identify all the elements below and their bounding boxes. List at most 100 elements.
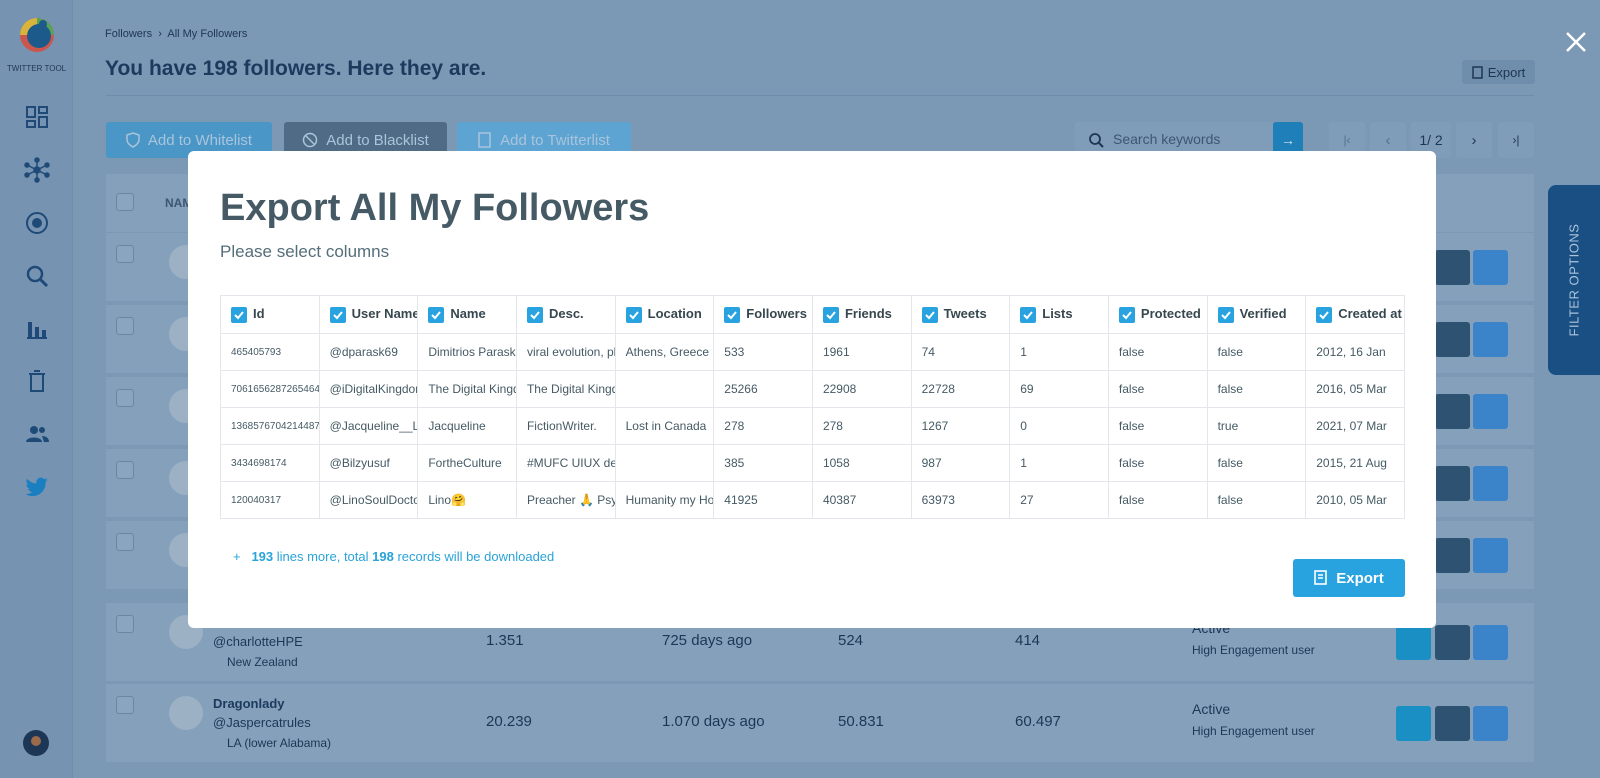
column-header: Id: [220, 295, 320, 334]
breadcrumb-item: All My Followers: [167, 28, 248, 40]
blacklist-action[interactable]: [1435, 322, 1470, 357]
preview-cell: 69: [1009, 370, 1109, 408]
checkbox[interactable]: [625, 306, 642, 323]
friends-value: 50.831: [838, 713, 884, 730]
stats-icon[interactable]: [24, 316, 50, 342]
checkbox[interactable]: [329, 306, 346, 323]
checkbox[interactable]: [428, 306, 445, 323]
user-location: New Zealand: [227, 655, 298, 669]
close-button[interactable]: [1565, 31, 1587, 53]
checkbox[interactable]: [526, 306, 543, 323]
column-header: Verified: [1206, 295, 1307, 334]
checkbox[interactable]: [921, 306, 938, 323]
link-action[interactable]: [1473, 322, 1508, 357]
preview-cell: viral evolution, pl: [515, 333, 616, 371]
link-action[interactable]: [1473, 706, 1508, 741]
preview-cell: Dimitrios Paraske: [417, 333, 517, 371]
column-label: Verified: [1239, 306, 1287, 322]
preview-cell: The Digital Kingd: [515, 370, 616, 408]
search-icon[interactable]: [24, 263, 50, 289]
checkbox[interactable]: [724, 306, 741, 323]
friends-value: 524: [838, 632, 864, 649]
breadcrumb-item[interactable]: Followers: [105, 28, 153, 40]
column-header: Desc.: [515, 295, 616, 334]
dashboard-icon[interactable]: [24, 104, 50, 130]
footer-note: + 193 lines more, total 198 records will…: [233, 549, 555, 564]
next-page[interactable]: ›: [1456, 122, 1492, 158]
row-checkbox[interactable]: [116, 389, 134, 407]
followers-value: 1.351: [486, 632, 524, 649]
column-header: Lists: [1009, 295, 1109, 334]
row-checkbox[interactable]: [116, 317, 134, 335]
preview-cell: Athens, Greece: [614, 333, 715, 371]
user-avatar[interactable]: [22, 729, 50, 757]
preview-row: 3434698174 @Bilzyusuf FortheCulture #MUFC U…: [220, 444, 1405, 482]
user-location: LA (lower Alabama): [227, 736, 332, 750]
column-label: Location: [647, 306, 702, 322]
export-label: Export: [1487, 64, 1526, 80]
columns-table: Id User Name Name Desc. Location Followers Fri…: [220, 295, 1405, 519]
target-icon[interactable]: [24, 210, 50, 236]
column-header: User Name: [318, 295, 419, 334]
blacklist-action[interactable]: [1435, 625, 1470, 660]
footer-text: lines more, total: [273, 549, 373, 564]
preview-cell: false: [1206, 444, 1307, 482]
column-label: Tweets: [943, 306, 987, 322]
checkbox[interactable]: [231, 306, 247, 323]
select-all[interactable]: [116, 193, 134, 211]
modal-title: Export All My Followers: [220, 187, 650, 229]
last-tweet: 725 days ago: [662, 632, 753, 649]
export-button[interactable]: Export: [1462, 60, 1535, 84]
last-page[interactable]: ›|: [1498, 122, 1534, 158]
preview-cell: 40387: [811, 481, 912, 519]
link-action[interactable]: [1473, 394, 1508, 429]
checkbox[interactable]: [1118, 306, 1135, 323]
checkbox[interactable]: [1020, 306, 1037, 323]
preview-cell: 0: [1009, 407, 1109, 445]
export-modal: Export All My Followers Please select co…: [188, 151, 1436, 628]
export-label: Export: [1336, 569, 1384, 587]
preview-cell: @dparask69: [318, 333, 419, 371]
preview-cell: Humanity my Ho: [614, 481, 715, 519]
preview-cell: true: [1206, 407, 1307, 445]
blacklist-action[interactable]: [1435, 538, 1470, 573]
whitelist-action[interactable]: [1396, 706, 1431, 741]
blacklist-action[interactable]: [1435, 250, 1470, 285]
preview-row: 70616562872654643 @iDigitalKingdor The Dig…: [220, 370, 1405, 408]
button-label: Add to Whitelist: [147, 131, 253, 149]
row-checkbox[interactable]: [116, 696, 134, 714]
whitelist-action[interactable]: [1396, 625, 1431, 660]
checkbox[interactable]: [1217, 306, 1234, 323]
trash-icon[interactable]: [24, 368, 50, 394]
filter-tab[interactable]: FILTER OPTIONS: [1548, 185, 1600, 375]
blacklist-action[interactable]: [1435, 466, 1470, 501]
network-icon[interactable]: [24, 157, 50, 183]
link-action[interactable]: [1473, 466, 1508, 501]
preview-cell: Jacqueline: [417, 407, 517, 445]
modal-export-button[interactable]: Export: [1293, 559, 1405, 597]
export-icon: [1314, 570, 1328, 585]
row-checkbox[interactable]: [116, 615, 134, 633]
checkbox[interactable]: [1316, 306, 1333, 323]
block-icon: [302, 132, 318, 148]
blacklist-action[interactable]: [1435, 706, 1470, 741]
preview-cell: 465405793: [220, 333, 320, 371]
preview-cell: Preacher 🙏 Psyc: [515, 481, 616, 519]
row-checkbox[interactable]: [116, 533, 134, 551]
button-label: Add to Twitterlist: [500, 131, 610, 149]
row-checkbox[interactable]: [116, 245, 134, 263]
tweets-value: 414: [1015, 632, 1041, 649]
twitter-icon[interactable]: [24, 474, 50, 500]
preview-cell: false: [1107, 407, 1208, 445]
link-action[interactable]: [1473, 250, 1508, 285]
users-icon[interactable]: [24, 421, 50, 447]
page-number: 1/ 2: [1419, 132, 1443, 148]
preview-cell: 278: [713, 407, 813, 445]
preview-cell: @LinoSoulDoctor: [318, 481, 419, 519]
checkbox[interactable]: [822, 306, 839, 323]
link-action[interactable]: [1473, 538, 1508, 573]
row-checkbox[interactable]: [116, 461, 134, 479]
blacklist-action[interactable]: [1435, 394, 1470, 429]
link-action[interactable]: [1473, 625, 1508, 660]
